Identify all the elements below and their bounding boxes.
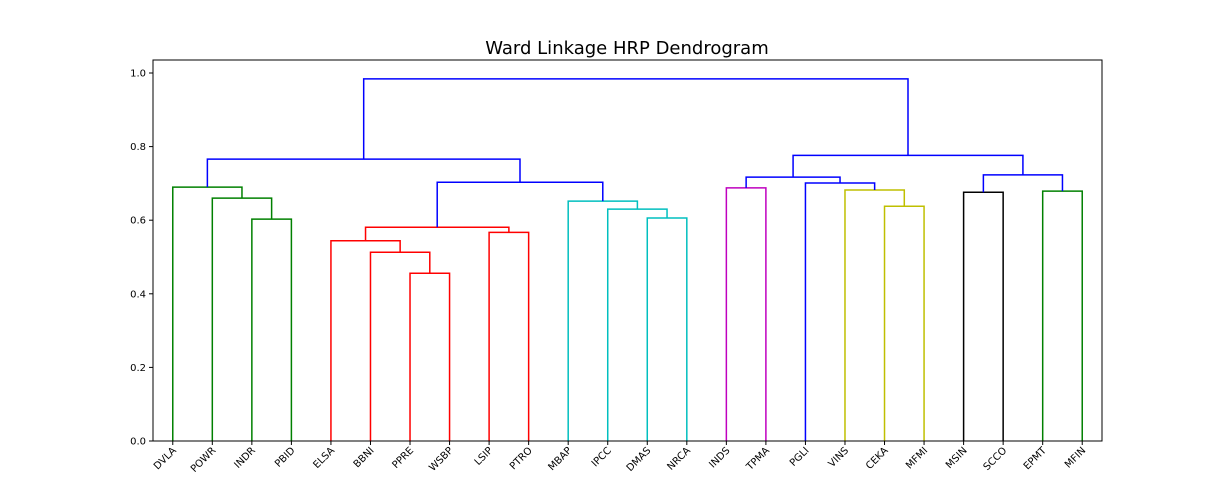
leaf-label: PBID — [273, 445, 298, 470]
link-c3 — [172, 186, 243, 441]
link-c9 — [646, 217, 688, 441]
plot-frame — [152, 59, 1103, 442]
leaf-label: DMAS — [625, 445, 654, 474]
leaf-label: SCCO — [982, 445, 1010, 473]
leaf-label: IPCC — [590, 445, 614, 469]
y-tick-label: 0.0 — [130, 437, 146, 448]
link-c20 — [1041, 190, 1083, 441]
leaf-label: PGLI — [788, 445, 812, 469]
leaf-label: INDS — [707, 445, 732, 470]
leaf-label: MBAP — [546, 445, 574, 473]
link-c19 — [962, 191, 1004, 441]
y-axis: 0.0 0.2 0.4 0.6 0.8 1.0 — [130, 69, 153, 448]
leaf-label: PPRE — [390, 445, 416, 471]
link-c23 — [362, 78, 909, 160]
leaf-label: BBNI — [352, 445, 377, 470]
y-tick-label: 0.4 — [130, 289, 146, 300]
leaf-label: CEKA — [864, 445, 891, 472]
leaf-label: LSIP — [473, 445, 496, 468]
link-c7 — [488, 231, 530, 441]
link-c11 — [567, 200, 639, 441]
y-tick-label: 0.8 — [130, 142, 146, 153]
leaf-label: EPMT — [1022, 445, 1050, 473]
link-c4 — [409, 272, 451, 441]
leaf-label: MSIN — [944, 445, 970, 471]
link-c5 — [369, 251, 431, 441]
link-c17 — [804, 182, 876, 441]
link-c6 — [330, 240, 401, 441]
y-tick-label: 0.2 — [130, 363, 146, 374]
link-c21 — [982, 174, 1064, 193]
link-c22 — [792, 154, 1024, 178]
link-c10 — [606, 208, 668, 441]
leaf-label: TPMA — [744, 445, 772, 473]
link-c16 — [844, 189, 906, 441]
link-c1 — [251, 218, 293, 441]
link-c8 — [364, 226, 510, 241]
leaf-label: VINS — [827, 445, 851, 469]
link-c2 — [211, 197, 273, 441]
leaf-label: DVLA — [152, 445, 179, 472]
link-c14 — [725, 187, 767, 441]
leaf-label: WSBP — [427, 445, 455, 473]
y-tick-label: 0.6 — [130, 216, 146, 227]
leaf-label: ELSA — [311, 445, 337, 471]
dendrogram-links — [172, 78, 1083, 441]
y-tick-label: 1.0 — [130, 69, 146, 80]
leaf-label: MFMI — [904, 445, 930, 471]
leaf-label: PTRO — [508, 445, 535, 472]
leaf-label: MFIN — [1063, 445, 1088, 470]
x-axis: DVLA POWR INDR PBID ELSA BBNI PPRE WSBP LSIP PTRO… — [152, 441, 1088, 475]
leaf-label: POWR — [189, 445, 219, 475]
link-c12 — [436, 181, 604, 228]
leaf-label: INDR — [232, 445, 258, 471]
link-c15 — [883, 205, 925, 441]
leaf-label: NRCA — [666, 445, 694, 473]
chart-title: Ward Linkage HRP Dendrogram — [485, 38, 769, 59]
